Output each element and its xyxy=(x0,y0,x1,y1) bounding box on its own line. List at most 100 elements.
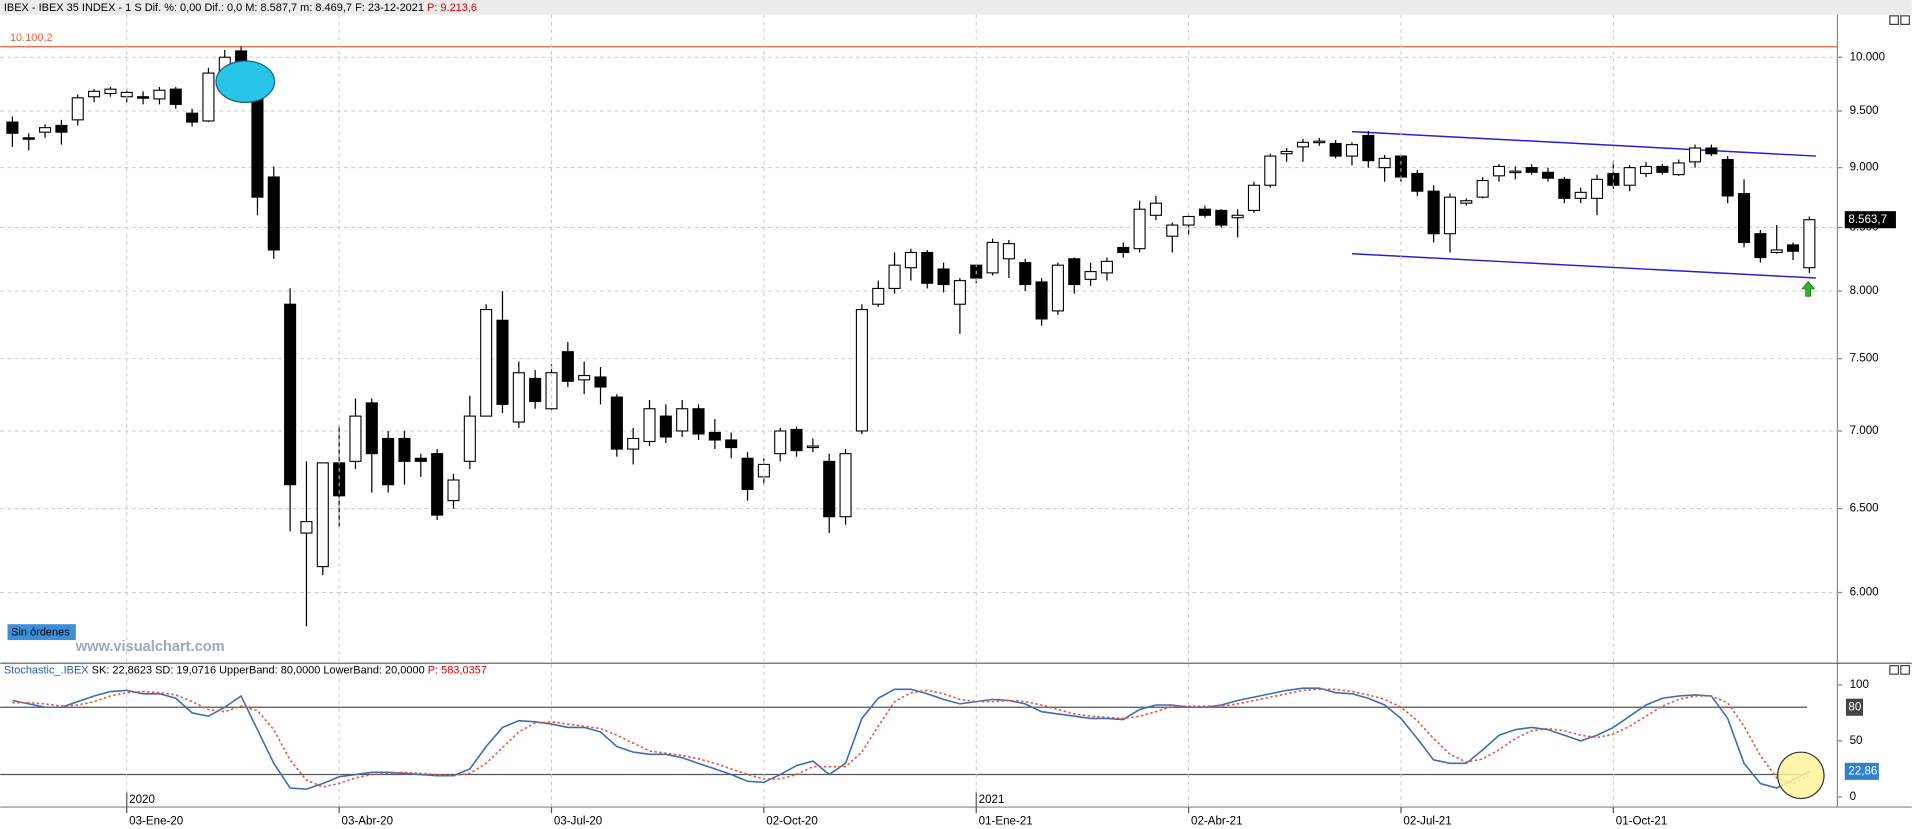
candle-body xyxy=(1492,165,1506,177)
candle-body xyxy=(480,309,493,417)
legend-item: UpperBand: 80,0000 xyxy=(219,664,323,676)
candle-body xyxy=(1051,264,1064,312)
candle-body xyxy=(22,137,35,140)
header-price: P: 9.213,6 xyxy=(427,2,477,14)
candle-body xyxy=(1525,167,1538,173)
candle-body xyxy=(463,415,476,462)
candle-body xyxy=(300,521,313,534)
candle-body xyxy=(1688,147,1702,163)
candle-body xyxy=(1362,134,1375,162)
header-bar xyxy=(0,0,1912,15)
maximize-button[interactable] xyxy=(1889,15,1899,25)
plot-layer: 6.0006.5007.0007.5008.0008.5009.0009.500… xyxy=(0,14,1896,828)
candle-body xyxy=(1100,260,1113,274)
candle-body xyxy=(1002,243,1015,260)
x-tick-label: 01-Oct-21 xyxy=(1616,816,1667,828)
y-tick-label: 0 xyxy=(1850,791,1856,803)
candle-body xyxy=(692,408,705,435)
x-tick-label: 03-Abr-20 xyxy=(342,816,394,828)
candle-body xyxy=(365,402,378,455)
band-label: 80 xyxy=(1848,701,1861,713)
candle-body xyxy=(251,88,264,198)
y-tick-label: 7.000 xyxy=(1850,425,1879,437)
header-item: M: 8.587,7 xyxy=(245,2,300,14)
y-tick-label: 50 xyxy=(1850,735,1863,747)
stochastic-line xyxy=(12,687,1810,790)
trend-line xyxy=(1351,253,1816,279)
y-tick-label: 8.000 xyxy=(1850,285,1879,297)
header-text: IBEX - IBEX 35 INDEX - 1 S Dif. %: 0,00 … xyxy=(4,2,477,14)
candle-body xyxy=(1738,193,1751,243)
candle-body xyxy=(447,479,460,502)
candle-body xyxy=(1427,190,1440,235)
candle-body xyxy=(806,445,819,449)
candle-body xyxy=(578,375,591,381)
candle-body xyxy=(1231,214,1244,219)
candle-body xyxy=(561,351,574,382)
candle-body xyxy=(88,90,101,98)
candle-body xyxy=(1476,179,1489,198)
candle-body xyxy=(1411,172,1424,192)
candle-body xyxy=(71,97,84,121)
y-tick-label: 9.500 xyxy=(1850,105,1879,117)
candle-body xyxy=(1084,271,1097,280)
candle-body xyxy=(1639,165,1653,175)
candle-body xyxy=(1770,249,1783,254)
candle-body xyxy=(169,88,182,105)
candle-body xyxy=(1149,202,1162,216)
legend-item: SD: 19,0716 xyxy=(155,664,219,676)
y-tick-label: 10.000 xyxy=(1850,51,1885,63)
candle-body xyxy=(1656,165,1669,173)
trend-line xyxy=(1351,130,1816,157)
candle-body xyxy=(202,72,215,122)
candle-body xyxy=(1509,170,1522,174)
close-button[interactable] xyxy=(1900,15,1910,25)
header-item: F: 23-12-2021 xyxy=(355,2,427,14)
status-text: Sin órdenes xyxy=(11,627,70,639)
candle-body xyxy=(1296,141,1309,148)
highlight-ellipse xyxy=(215,60,276,104)
candle-body xyxy=(1672,162,1685,176)
watermark: www.visualchart.com xyxy=(75,639,225,655)
candle-body xyxy=(137,96,150,99)
candle-body xyxy=(1215,209,1228,226)
candle-body xyxy=(1117,246,1130,254)
candle-body xyxy=(659,415,672,438)
candle-body xyxy=(1721,158,1734,197)
candle-body xyxy=(414,457,427,462)
legend-item: SK: 22,8623 xyxy=(92,664,155,676)
candle-body xyxy=(594,376,607,388)
highlight-circle xyxy=(1777,751,1825,800)
candle-body xyxy=(1803,219,1816,269)
year-label: 2021 xyxy=(979,794,1005,806)
candle-body xyxy=(790,428,803,452)
candle-body xyxy=(284,303,297,486)
candle-body xyxy=(1623,167,1636,186)
x-tick-label: 02-Jul-21 xyxy=(1403,816,1451,828)
candle-body xyxy=(186,112,199,123)
x-tick-label: 02-Oct-20 xyxy=(766,816,817,828)
candle-body xyxy=(1068,258,1081,286)
candle-body xyxy=(316,462,329,568)
candle-body xyxy=(55,124,68,133)
candle-body xyxy=(1460,200,1473,204)
header-item: IBEX - IBEX 35 INDEX - 1 S xyxy=(4,2,145,14)
candle-body xyxy=(1705,147,1718,155)
candle-body xyxy=(1378,157,1391,169)
candle-body xyxy=(643,408,656,443)
close-button[interactable] xyxy=(1900,665,1910,675)
candle-body xyxy=(937,268,950,286)
x-tick-label: 01-Ene-21 xyxy=(979,816,1033,828)
legend-item: LowerBand: 20,0000 xyxy=(323,664,427,676)
candle-body xyxy=(1787,244,1800,252)
last-value-box xyxy=(1844,762,1879,780)
candle-body xyxy=(496,319,509,405)
maximize-button[interactable] xyxy=(1889,665,1899,675)
window-buttons[interactable] xyxy=(1889,15,1910,675)
y-tick-label: 6.500 xyxy=(1850,503,1879,515)
candle-body xyxy=(267,176,280,251)
candle-body xyxy=(1345,144,1359,157)
candle-body xyxy=(104,88,117,95)
